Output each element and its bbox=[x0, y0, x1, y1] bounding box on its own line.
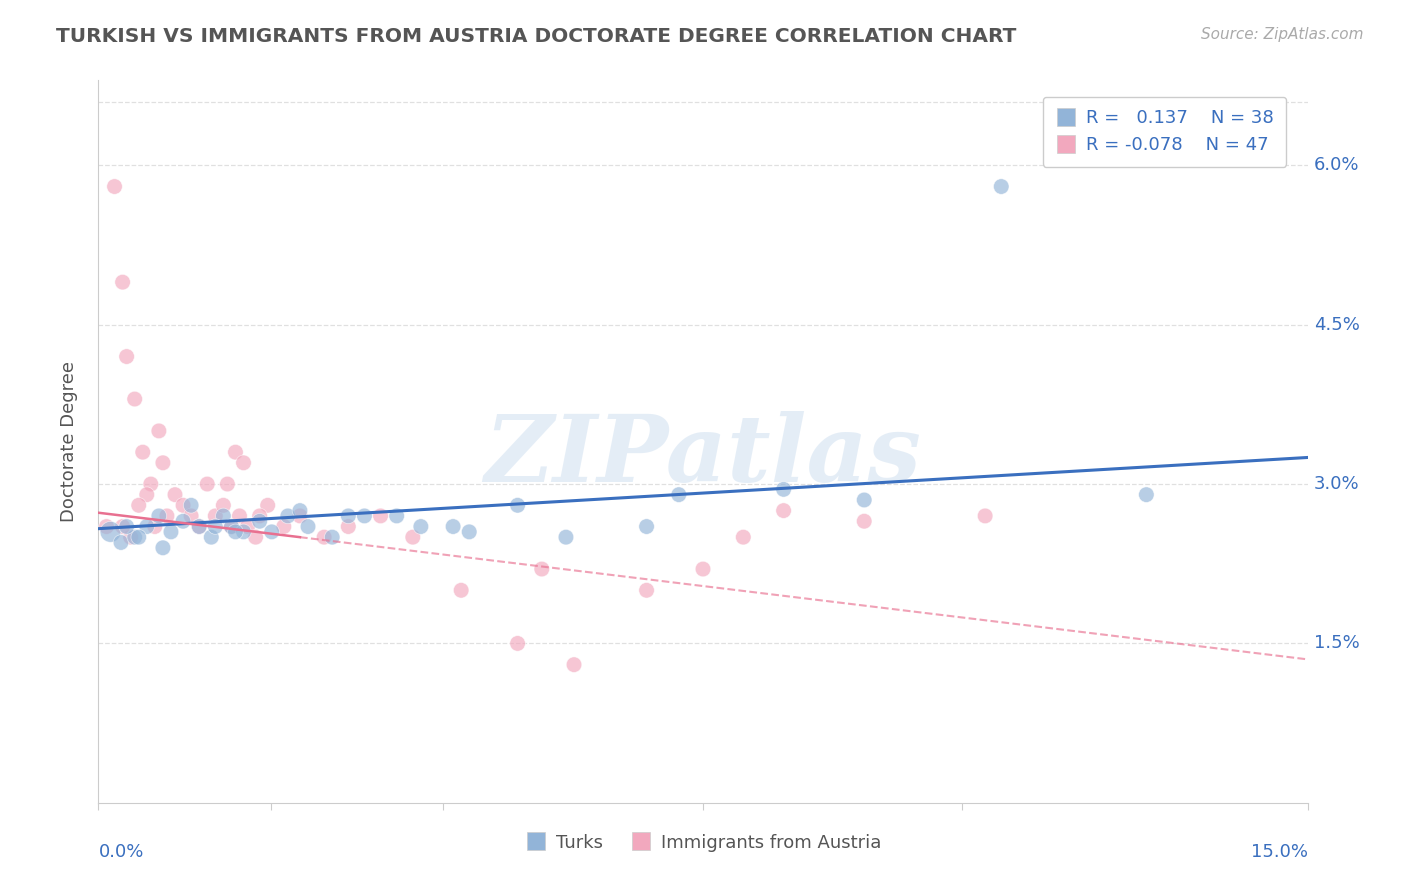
Point bbox=[1135, 488, 1157, 502]
Point bbox=[506, 636, 529, 650]
Text: 1.5%: 1.5% bbox=[1313, 634, 1360, 652]
Point bbox=[152, 541, 174, 555]
Point bbox=[555, 530, 578, 544]
Point bbox=[204, 508, 226, 523]
Point bbox=[273, 519, 295, 533]
Point bbox=[353, 508, 375, 523]
Point bbox=[409, 519, 432, 533]
Point bbox=[195, 477, 218, 491]
Point bbox=[636, 519, 658, 533]
Text: ZIPatlas: ZIPatlas bbox=[485, 411, 921, 501]
Point bbox=[160, 524, 183, 539]
Point bbox=[200, 530, 222, 544]
Point bbox=[314, 530, 336, 544]
Point bbox=[458, 524, 481, 539]
Point bbox=[156, 508, 179, 523]
Point bbox=[288, 503, 311, 517]
Point bbox=[370, 508, 392, 523]
Text: 3.0%: 3.0% bbox=[1313, 475, 1360, 493]
Point bbox=[212, 498, 235, 512]
Point bbox=[221, 519, 243, 533]
Point bbox=[96, 519, 118, 533]
Point bbox=[180, 498, 202, 512]
Point bbox=[115, 519, 138, 533]
Point bbox=[297, 519, 319, 533]
Point bbox=[100, 524, 122, 539]
Point bbox=[224, 445, 246, 459]
Point bbox=[124, 392, 146, 406]
Point bbox=[172, 498, 194, 512]
Point bbox=[139, 477, 162, 491]
Point bbox=[337, 519, 360, 533]
Point bbox=[204, 519, 226, 533]
Text: 15.0%: 15.0% bbox=[1250, 843, 1308, 861]
Point bbox=[115, 350, 138, 364]
Point bbox=[224, 524, 246, 539]
Point bbox=[245, 530, 267, 544]
Point bbox=[135, 488, 157, 502]
Y-axis label: Doctorate Degree: Doctorate Degree bbox=[59, 361, 77, 522]
Point bbox=[228, 508, 250, 523]
Point bbox=[172, 514, 194, 528]
Point bbox=[337, 508, 360, 523]
Point bbox=[232, 456, 254, 470]
Point bbox=[236, 519, 259, 533]
Point bbox=[321, 530, 343, 544]
Point bbox=[217, 477, 239, 491]
Point bbox=[152, 456, 174, 470]
Point bbox=[132, 445, 155, 459]
Text: 4.5%: 4.5% bbox=[1313, 316, 1360, 334]
Point bbox=[103, 179, 125, 194]
Point bbox=[260, 524, 283, 539]
Legend: Turks, Immigrants from Austria: Turks, Immigrants from Austria bbox=[517, 826, 889, 859]
Point bbox=[692, 562, 714, 576]
Point bbox=[188, 519, 211, 533]
Point bbox=[135, 519, 157, 533]
Point bbox=[530, 562, 553, 576]
Text: Source: ZipAtlas.com: Source: ZipAtlas.com bbox=[1201, 27, 1364, 42]
Point bbox=[277, 508, 299, 523]
Point bbox=[853, 514, 876, 528]
Point bbox=[853, 493, 876, 508]
Point bbox=[974, 508, 997, 523]
Point bbox=[221, 519, 243, 533]
Text: TURKISH VS IMMIGRANTS FROM AUSTRIA DOCTORATE DEGREE CORRELATION CHART: TURKISH VS IMMIGRANTS FROM AUSTRIA DOCTO… bbox=[56, 27, 1017, 45]
Point bbox=[562, 657, 585, 672]
Point bbox=[124, 530, 146, 544]
Point bbox=[110, 535, 132, 549]
Point bbox=[143, 519, 166, 533]
Point bbox=[450, 583, 472, 598]
Point bbox=[990, 179, 1012, 194]
Point bbox=[506, 498, 529, 512]
Point bbox=[402, 530, 425, 544]
Point bbox=[733, 530, 755, 544]
Point bbox=[256, 498, 278, 512]
Point bbox=[111, 519, 134, 533]
Point bbox=[232, 524, 254, 539]
Point bbox=[772, 483, 794, 497]
Point bbox=[148, 508, 170, 523]
Point bbox=[128, 498, 150, 512]
Point bbox=[288, 508, 311, 523]
Point bbox=[180, 508, 202, 523]
Point bbox=[636, 583, 658, 598]
Point bbox=[111, 275, 134, 289]
Point bbox=[249, 508, 271, 523]
Point bbox=[385, 508, 408, 523]
Point bbox=[212, 508, 235, 523]
Point bbox=[249, 514, 271, 528]
Point bbox=[772, 503, 794, 517]
Point bbox=[148, 424, 170, 438]
Text: 0.0%: 0.0% bbox=[98, 843, 143, 861]
Point bbox=[668, 488, 690, 502]
Point bbox=[441, 519, 464, 533]
Point bbox=[163, 488, 186, 502]
Point bbox=[188, 519, 211, 533]
Point bbox=[120, 530, 142, 544]
Point bbox=[128, 530, 150, 544]
Text: 6.0%: 6.0% bbox=[1313, 156, 1360, 174]
